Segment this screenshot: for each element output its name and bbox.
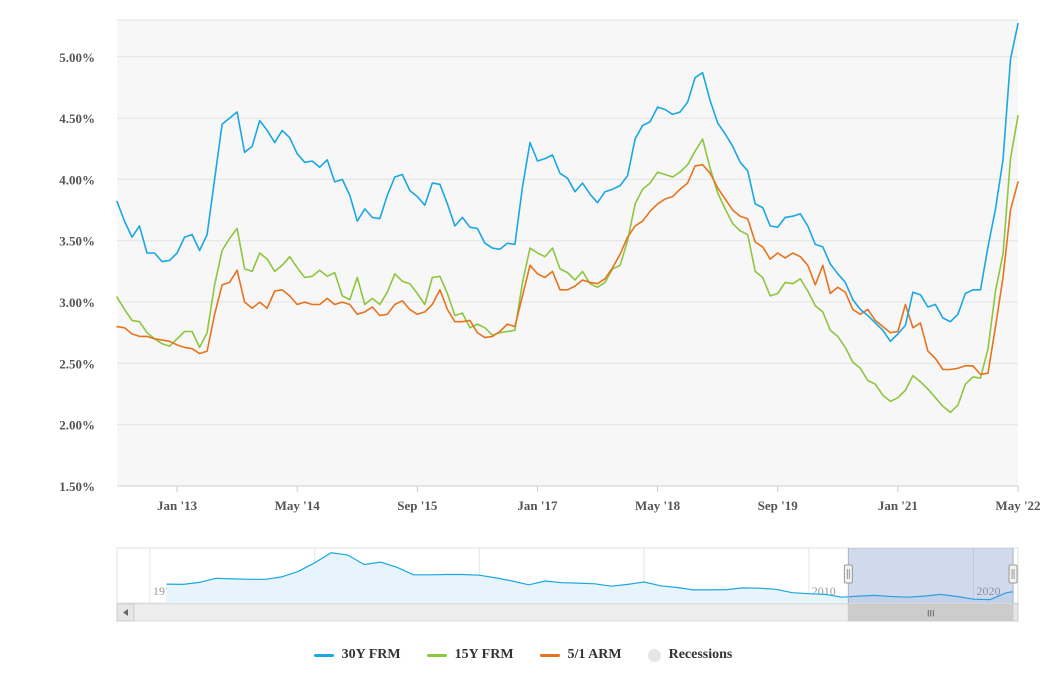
legend-item-recessions[interactable]: Recessions bbox=[647, 647, 733, 663]
x-tick-label: Jan '21 bbox=[878, 498, 918, 513]
y-tick-label: 4.50% bbox=[59, 111, 95, 126]
legend-swatch-30y-frm bbox=[313, 653, 334, 657]
x-tick-label: Sep '15 bbox=[397, 498, 438, 513]
legend-dot-recessions bbox=[647, 648, 661, 662]
navigator-handle-left-body[interactable] bbox=[843, 564, 853, 584]
x-tick-label: Sep '19 bbox=[758, 498, 799, 513]
navigator-scrollbar[interactable]: III bbox=[116, 603, 1019, 622]
legend-item-30y-frm[interactable]: 30Y FRM bbox=[313, 647, 401, 663]
y-tick-label: 3.50% bbox=[59, 234, 95, 249]
scrollbar-grip: III bbox=[927, 609, 935, 619]
scrollbar-thumb[interactable] bbox=[847, 603, 1014, 622]
navigator-handle-right-body[interactable] bbox=[1008, 564, 1018, 584]
legend-swatch-5-1-arm bbox=[539, 653, 560, 657]
scroll-left-icon bbox=[123, 609, 128, 616]
series-line-15y-frm bbox=[116, 114, 1019, 414]
y-tick-label: 1.50% bbox=[59, 479, 95, 494]
legend-swatch-15y-frm bbox=[426, 653, 447, 657]
navigator-year-label: 2020 bbox=[977, 584, 1001, 598]
x-tick-label: May '18 bbox=[635, 498, 681, 513]
y-tick-label: 2.50% bbox=[59, 356, 95, 371]
main-plot-area: 5.00% 4.50% 4.00% 3.50% 3.00% 2.50% 2.00% 1.50%… bbox=[59, 19, 1041, 513]
series-line-5-1-arm bbox=[116, 163, 1019, 376]
series-line-30y-frm bbox=[116, 22, 1019, 343]
navigator-selection-mask[interactable] bbox=[848, 548, 1014, 603]
legend-label-recessions: Recessions bbox=[668, 647, 733, 662]
navigator-series-line bbox=[166, 552, 1014, 601]
y-tick-label: 5.00% bbox=[59, 50, 95, 65]
legend-item-5-1-arm[interactable]: 5/1 ARM bbox=[539, 647, 622, 663]
legend-label-5-1-arm: 5/1 ARM bbox=[567, 647, 622, 662]
y-tick-label: 4.00% bbox=[59, 172, 95, 187]
navigator-panel[interactable]: 197019801990200020102020 bbox=[116, 547, 1019, 604]
chart-legend: 30Y FRM 15Y FRM 5/1 ARM Recessions bbox=[0, 642, 1046, 668]
x-tick-label: Jan '17 bbox=[517, 498, 558, 513]
navigator-handle-left[interactable] bbox=[843, 564, 853, 584]
legend-item-15y-frm[interactable]: 15Y FRM bbox=[426, 647, 514, 663]
legend-label-15y-frm: 15Y FRM bbox=[454, 647, 514, 662]
y-tick-label: 3.00% bbox=[59, 295, 95, 310]
x-tick-label: Jan '13 bbox=[157, 498, 198, 513]
x-tick-label: May '22 bbox=[995, 498, 1040, 513]
navigator-handle-right[interactable] bbox=[1008, 564, 1018, 584]
plot-background bbox=[117, 20, 1018, 486]
legend-label-30y-frm: 30Y FRM bbox=[341, 647, 401, 662]
x-tick-label: May '14 bbox=[275, 498, 321, 513]
y-tick-label: 2.00% bbox=[59, 418, 95, 433]
navigator-series-area bbox=[166, 552, 1014, 603]
